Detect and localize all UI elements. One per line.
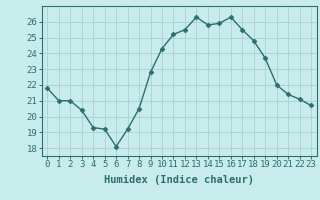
X-axis label: Humidex (Indice chaleur): Humidex (Indice chaleur) — [104, 175, 254, 185]
